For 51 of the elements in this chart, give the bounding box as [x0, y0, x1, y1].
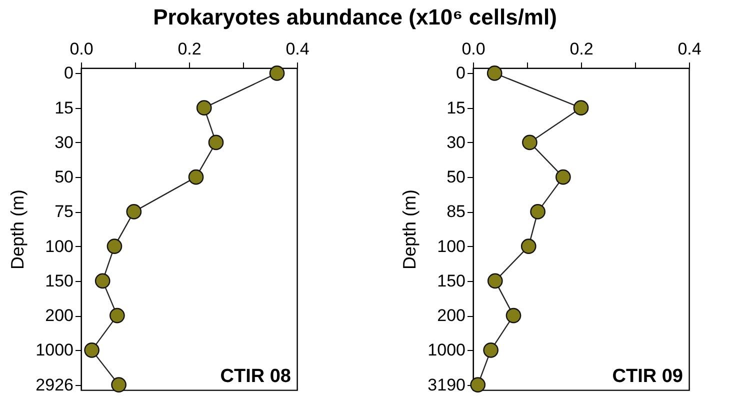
point: [556, 169, 571, 185]
point: [506, 308, 522, 324]
point: [470, 377, 486, 392]
y-tick-label: 3190: [428, 375, 466, 394]
point: [188, 169, 204, 185]
point: [486, 66, 502, 81]
point: [106, 238, 122, 254]
point: [487, 273, 503, 289]
y-tick-label: 0: [456, 64, 466, 83]
point: [208, 134, 224, 150]
x-tick-label: 0.2: [570, 40, 594, 58]
point: [269, 66, 285, 81]
y-tick-label: 15: [54, 98, 74, 118]
y-tick-label: 75: [54, 202, 74, 222]
y-tick-label: 150: [437, 271, 466, 290]
y-tick-label: 150: [45, 271, 74, 290]
x-tick-label: 0.0: [462, 40, 486, 58]
y-tick-label: 30: [446, 132, 466, 152]
y-tick-label: 85: [446, 202, 466, 222]
point: [530, 204, 546, 220]
y-tick-label: 0: [64, 64, 74, 83]
y-tick-label: 200: [437, 306, 466, 326]
x-tick-label: 0.2: [178, 40, 202, 58]
point: [483, 342, 498, 358]
y-tick-label: 100: [437, 236, 466, 256]
y-axis-title: Depth (m): [8, 189, 28, 270]
point: [111, 377, 126, 392]
point: [522, 134, 538, 150]
y-tick-label: 200: [45, 306, 74, 326]
y-axis-title: Depth (m): [400, 189, 420, 270]
point: [126, 204, 142, 220]
x-tick-label: 0.0: [70, 40, 94, 58]
point: [196, 100, 212, 116]
x-tick-label: 0.4: [286, 40, 310, 58]
x-tick-label: 0.4: [678, 40, 702, 58]
y-tick-label: 50: [54, 168, 74, 187]
point: [94, 273, 110, 289]
point: [84, 342, 100, 358]
annotation: CTIR 08: [220, 366, 291, 387]
annotation: CTIR 09: [612, 366, 683, 387]
point: [520, 238, 536, 254]
y-tick-label: 50: [446, 168, 466, 187]
y-tick-label: 1000: [428, 340, 466, 360]
text: Prokaryotes abundance (x10⁶ cells/ml): [153, 4, 557, 30]
point: [573, 100, 589, 116]
y-tick-label: 100: [45, 236, 74, 256]
y-tick-label: 30: [54, 132, 74, 152]
y-tick-label: 2926: [36, 375, 74, 394]
point: [110, 308, 125, 324]
y-tick-label: 15: [446, 98, 466, 118]
y-tick-label: 1000: [36, 340, 74, 360]
